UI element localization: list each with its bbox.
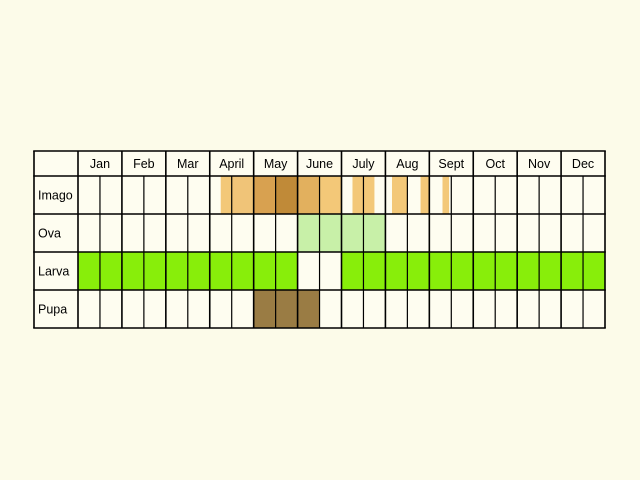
month-label-aug: Aug — [396, 157, 418, 171]
month-label-sept: Sept — [438, 157, 464, 171]
segment-imago-8 — [420, 176, 430, 214]
month-label-jan: Jan — [90, 157, 110, 171]
segment-imago-7 — [392, 176, 408, 214]
segment-imago-5 — [319, 176, 342, 214]
segment-imago-0 — [220, 176, 232, 214]
segment-imago-3 — [275, 176, 298, 214]
month-label-oct: Oct — [485, 157, 505, 171]
stage-label-pupa: Pupa — [38, 303, 67, 317]
month-label-nov: Nov — [528, 157, 551, 171]
stage-label-larva: Larva — [38, 265, 69, 279]
month-label-feb: Feb — [133, 157, 155, 171]
month-label-mar: Mar — [177, 157, 199, 171]
month-label-july: July — [352, 157, 375, 171]
segment-imago-1 — [231, 176, 254, 214]
month-label-april: April — [219, 157, 244, 171]
month-label-dec: Dec — [572, 157, 594, 171]
month-label-may: May — [264, 157, 288, 171]
segment-imago-2 — [253, 176, 276, 214]
month-label-june: June — [306, 157, 333, 171]
segment-imago-9 — [442, 176, 450, 214]
stage-label-imago: Imago — [38, 189, 73, 203]
stage-label-ova: Ova — [38, 227, 61, 241]
segment-imago-4 — [297, 176, 320, 214]
segment-pupa-0 — [253, 290, 320, 328]
